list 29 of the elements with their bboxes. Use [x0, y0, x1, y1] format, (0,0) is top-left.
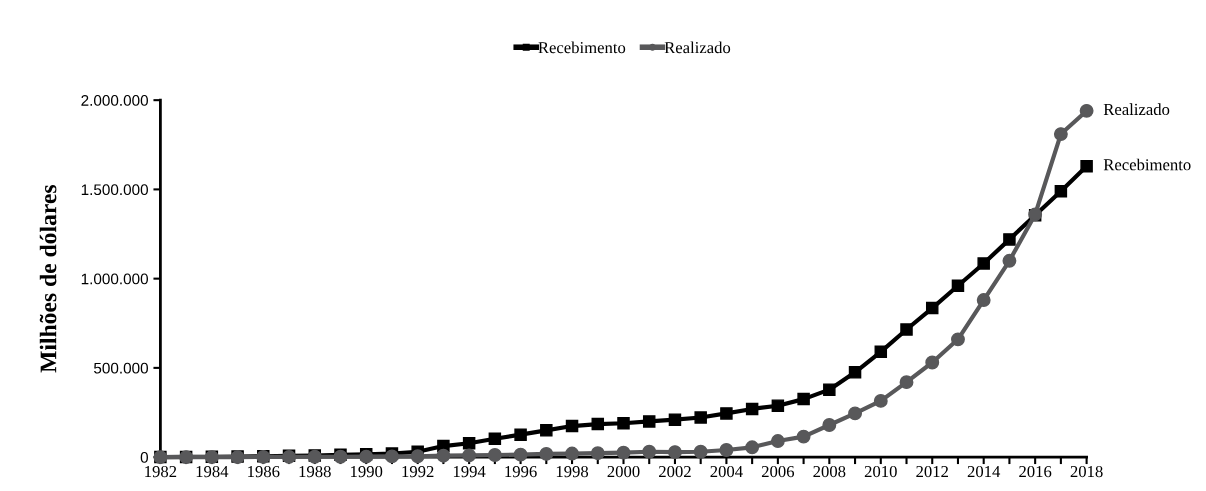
- x-tick-label: 1984: [196, 465, 229, 478]
- y-axis-title: Milhões de dólares: [39, 184, 57, 373]
- x-tick-label: 2018: [1070, 465, 1103, 478]
- x-tick-label: 1996: [505, 465, 537, 478]
- y-tick-label: 1.000.000: [81, 273, 148, 285]
- x-tick-label: 2004: [710, 465, 743, 478]
- x-tick-label: 1994: [453, 465, 486, 478]
- x-tick-label: 1986: [248, 465, 280, 478]
- x-tick-label: 2010: [864, 465, 897, 478]
- annotation: Realizado: [1103, 103, 1170, 116]
- y-tick-label: 2.000.000: [81, 95, 148, 106]
- x-tick-label: 2016: [1019, 465, 1052, 478]
- x-tick-label: 2014: [967, 465, 1001, 478]
- x-tick-label: 1988: [299, 465, 331, 478]
- x-tick-label: 2000: [607, 465, 640, 478]
- y-tick-label: 1.500.000: [81, 184, 148, 196]
- annotation: Recebimento: [1103, 158, 1191, 171]
- x-tick-label: 2008: [813, 465, 846, 478]
- x-tick-label: 2002: [659, 465, 691, 478]
- x-tick-label: 1992: [402, 465, 434, 478]
- x-tick-label: 2012: [916, 465, 948, 478]
- x-tick-label: 2006: [761, 465, 795, 478]
- x-tick-label: 1990: [351, 465, 383, 478]
- y-tick-label: 500.000: [93, 362, 148, 374]
- y-tick-label: 0: [140, 451, 148, 463]
- legend-label: Recebimento: [538, 41, 626, 54]
- x-tick-label: 1982: [145, 465, 177, 478]
- x-tick-label: 1998: [556, 465, 589, 478]
- legend-label: Realizado: [664, 41, 731, 54]
